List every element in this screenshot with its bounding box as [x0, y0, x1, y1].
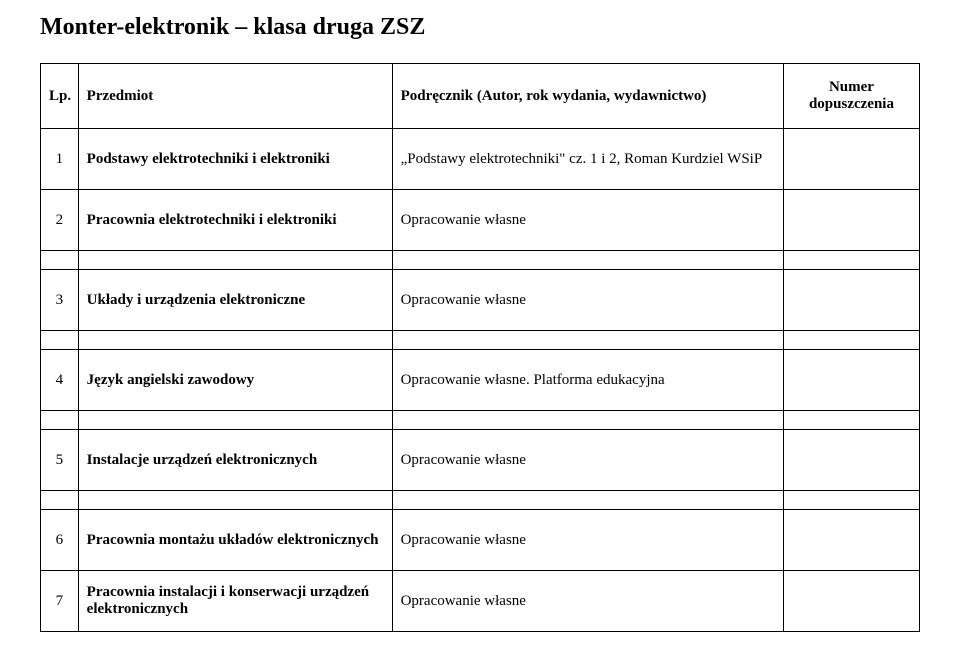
spacer-cell	[392, 411, 783, 430]
header-book: Podręcznik (Autor, rok wydania, wydawnic…	[392, 64, 783, 129]
spacer-row	[41, 491, 920, 510]
spacer-cell	[392, 251, 783, 270]
table-row: 3Układy i urządzenia elektroniczneOpraco…	[41, 270, 920, 331]
spacer-cell	[41, 491, 79, 510]
cell-book: Opracowanie własne. Platforma edukacyjna	[392, 350, 783, 411]
cell-lp: 5	[41, 430, 79, 491]
document-page: Monter-elektronik – klasa druga ZSZ Lp.P…	[0, 0, 960, 652]
spacer-cell	[392, 331, 783, 350]
textbook-table: Lp.PrzedmiotPodręcznik (Autor, rok wydan…	[40, 63, 920, 632]
spacer-cell	[41, 251, 79, 270]
table-row: 1Podstawy elektrotechniki i elektroniki„…	[41, 129, 920, 190]
spacer-cell	[78, 491, 392, 510]
cell-number	[783, 270, 919, 331]
cell-subject: Pracownia montażu układów elektronicznyc…	[78, 510, 392, 571]
header-subject: Przedmiot	[78, 64, 392, 129]
cell-book: „Podstawy elektrotechniki" cz. 1 i 2, Ro…	[392, 129, 783, 190]
cell-book: Opracowanie własne	[392, 270, 783, 331]
cell-subject: Układy i urządzenia elektroniczne	[78, 270, 392, 331]
cell-lp: 2	[41, 190, 79, 251]
cell-number	[783, 190, 919, 251]
spacer-row	[41, 331, 920, 350]
spacer-cell	[783, 251, 919, 270]
spacer-row	[41, 411, 920, 430]
table-row: 6Pracownia montażu układów elektroniczny…	[41, 510, 920, 571]
cell-subject: Instalacje urządzeń elektronicznych	[78, 430, 392, 491]
spacer-cell	[78, 331, 392, 350]
spacer-cell	[783, 331, 919, 350]
table-row: 7Pracownia instalacji i konserwacji urzą…	[41, 571, 920, 632]
cell-lp: 6	[41, 510, 79, 571]
spacer-cell	[41, 331, 79, 350]
cell-book: Opracowanie własne	[392, 430, 783, 491]
spacer-cell	[392, 491, 783, 510]
cell-book: Opracowanie własne	[392, 190, 783, 251]
cell-subject: Pracownia instalacji i konserwacji urząd…	[78, 571, 392, 632]
cell-number	[783, 571, 919, 632]
cell-subject: Język angielski zawodowy	[78, 350, 392, 411]
table-row: 4Język angielski zawodowyOpracowanie wła…	[41, 350, 920, 411]
cell-subject: Podstawy elektrotechniki i elektroniki	[78, 129, 392, 190]
cell-number	[783, 129, 919, 190]
cell-subject: Pracownia elektrotechniki i elektroniki	[78, 190, 392, 251]
spacer-cell	[78, 411, 392, 430]
spacer-cell	[78, 251, 392, 270]
cell-number	[783, 350, 919, 411]
cell-number	[783, 430, 919, 491]
cell-book: Opracowanie własne	[392, 510, 783, 571]
spacer-cell	[41, 411, 79, 430]
page-title: Monter-elektronik – klasa druga ZSZ	[40, 14, 920, 41]
cell-lp: 7	[41, 571, 79, 632]
cell-book: Opracowanie własne	[392, 571, 783, 632]
cell-lp: 4	[41, 350, 79, 411]
header-number: Numer dopuszczenia	[783, 64, 919, 129]
cell-lp: 1	[41, 129, 79, 190]
header-lp: Lp.	[41, 64, 79, 129]
table-header-row: Lp.PrzedmiotPodręcznik (Autor, rok wydan…	[41, 64, 920, 129]
spacer-cell	[783, 411, 919, 430]
cell-number	[783, 510, 919, 571]
table-row: 5Instalacje urządzeń elektronicznychOpra…	[41, 430, 920, 491]
spacer-cell	[783, 491, 919, 510]
cell-lp: 3	[41, 270, 79, 331]
table-row: 2Pracownia elektrotechniki i elektroniki…	[41, 190, 920, 251]
spacer-row	[41, 251, 920, 270]
